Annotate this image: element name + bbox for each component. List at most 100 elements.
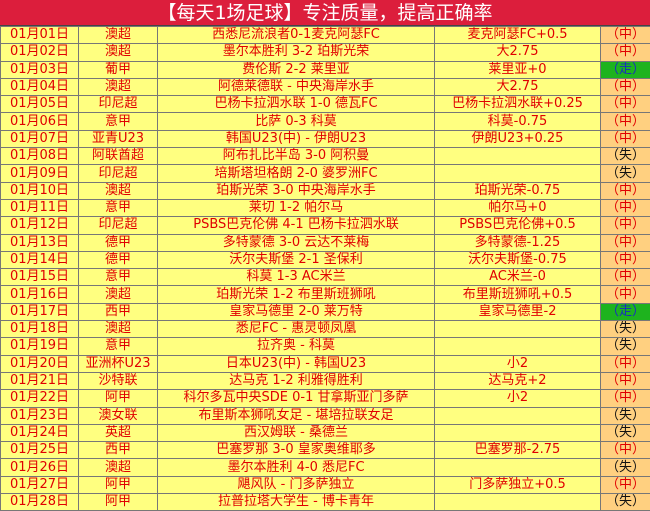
league-cell: 澳超 xyxy=(78,285,158,304)
tip-cell xyxy=(434,406,601,425)
date-cell: 01月18日 xyxy=(0,320,79,339)
tip-cell: 门多萨独立+0.5 xyxy=(434,475,601,495)
table-row: 01月02日 澳超 墨尔本胜利 3-2 珀斯光荣 大2.75 （中） xyxy=(0,43,650,62)
match-cell: 阿德莱德联 - 中央海岸水手 xyxy=(157,77,435,97)
table-row: 01月27日 阿甲 飓风队 - 门多萨独立 门多萨独立+0.5 （中） xyxy=(0,475,650,495)
tip-cell: 巴杨卡拉泗水联+0.25 xyxy=(434,95,601,114)
league-cell: 西甲 xyxy=(78,302,158,322)
table-row: 01月20日 亚洲杯U23 日本U23(中) - 韩国U23 小2 （中） xyxy=(0,354,650,373)
table-row: 01月12日 印尼超 PSBS巴克伦佛 4-1 巴杨卡拉泗水联 PSBS巴克伦佛+0.… xyxy=(0,216,650,235)
date-cell: 01月28日 xyxy=(0,493,79,511)
table-row: 01月24日 英超 西汉姆联 - 桑德兰 （失） xyxy=(0,423,650,443)
league-cell: 阿甲 xyxy=(78,389,158,408)
predictions-table: 01月01日 澳超 西悉尼流浪者0-1麦克阿瑟FC 麦克阿瑟FC+0.5 （中） 01月0… xyxy=(0,25,650,511)
league-cell: 印尼超 xyxy=(78,164,158,183)
league-cell: 印尼超 xyxy=(78,216,158,235)
tip-cell: 达马克+2 xyxy=(434,371,601,391)
match-cell: 莱切 1-2 帕尔马 xyxy=(157,198,435,218)
tip-cell xyxy=(434,337,601,356)
result-cell: （失） xyxy=(600,147,650,166)
date-cell: 01月12日 xyxy=(0,216,79,235)
league-cell: 澳女联 xyxy=(78,406,158,425)
table-row: 01月01日 澳超 西悉尼流浪者0-1麦克阿瑟FC 麦克阿瑟FC+0.5 （中） xyxy=(0,25,650,45)
date-cell: 01月10日 xyxy=(0,181,79,200)
result-cell: （中） xyxy=(600,25,650,45)
table-row: 01月08日 阿联酋超 阿布扎比半岛 3-0 阿积曼 （失） xyxy=(0,147,650,166)
table-row: 01月04日 澳超 阿德莱德联 - 中央海岸水手 大2.75 （中） xyxy=(0,77,650,97)
tip-cell: PSBS巴克伦佛+0.5 xyxy=(434,216,601,235)
result-cell: （中） xyxy=(600,354,650,373)
tip-cell: 小2 xyxy=(434,389,601,408)
match-cell: 沃尔夫斯堡 2-1 圣保利 xyxy=(157,250,435,270)
result-cell: （走） xyxy=(600,302,650,322)
date-cell: 01月15日 xyxy=(0,268,79,287)
page-title: 【每天1场足球】专注质量，提高正确率 xyxy=(0,0,650,26)
league-cell: 印尼超 xyxy=(78,95,158,114)
date-cell: 01月20日 xyxy=(0,354,79,373)
match-cell: 阿布扎比半岛 3-0 阿积曼 xyxy=(157,147,435,166)
tip-cell: 莱里亚+0 xyxy=(434,60,601,79)
match-cell: 多特蒙德 3-0 云达不莱梅 xyxy=(157,233,435,252)
date-cell: 01月21日 xyxy=(0,371,79,391)
match-cell: PSBS巴克伦佛 4-1 巴杨卡拉泗水联 xyxy=(157,216,435,235)
match-cell: 巴杨卡拉泗水联 1-0 德瓦FC xyxy=(157,95,435,114)
match-cell: 悉尼FC - 惠灵顿凤凰 xyxy=(157,320,435,339)
result-cell: （中） xyxy=(600,233,650,252)
table-row: 01月28日 阿甲 拉普拉塔大学生 - 博卡青年 （失） xyxy=(0,493,650,511)
tip-cell: 科莫-0.75 xyxy=(434,112,601,131)
date-cell: 01月17日 xyxy=(0,302,79,322)
result-cell: （中） xyxy=(600,181,650,200)
match-cell: 珀斯光荣 1-2 布里斯班狮吼 xyxy=(157,285,435,304)
tip-cell: 帕尔马+0 xyxy=(434,198,601,218)
date-cell: 01月08日 xyxy=(0,147,79,166)
result-cell: （走） xyxy=(600,60,650,79)
tip-cell: 珀斯光荣-0.75 xyxy=(434,181,601,200)
league-cell: 澳超 xyxy=(78,25,158,45)
table-row: 01月15日 意甲 科莫 1-3 AC米兰 AC米兰-0 （中） xyxy=(0,268,650,287)
tip-cell xyxy=(434,147,601,166)
table-row: 01月03日 葡甲 费伦斯 2-2 莱里亚 莱里亚+0 （走） xyxy=(0,60,650,79)
league-cell: 阿甲 xyxy=(78,493,158,511)
league-cell: 意甲 xyxy=(78,268,158,287)
match-cell: 墨尔本胜利 3-2 珀斯光荣 xyxy=(157,43,435,62)
date-cell: 01月22日 xyxy=(0,389,79,408)
match-cell: 珀斯光荣 3-0 中央海岸水手 xyxy=(157,181,435,200)
result-cell: （中） xyxy=(600,198,650,218)
match-cell: 飓风队 - 门多萨独立 xyxy=(157,475,435,495)
league-cell: 意甲 xyxy=(78,198,158,218)
league-cell: 澳超 xyxy=(78,181,158,200)
tip-cell: 伊朗U23+0.25 xyxy=(434,129,601,149)
result-cell: （中） xyxy=(600,216,650,235)
match-cell: 布里斯本狮吼女足 - 堪培拉联女足 xyxy=(157,406,435,425)
tip-cell xyxy=(434,458,601,477)
match-cell: 费伦斯 2-2 莱里亚 xyxy=(157,60,435,79)
tip-cell xyxy=(434,423,601,443)
date-cell: 01月13日 xyxy=(0,233,79,252)
match-cell: 皇家马德里 2-0 莱万特 xyxy=(157,302,435,322)
table-row: 01月18日 澳超 悉尼FC - 惠灵顿凤凰 （失） xyxy=(0,320,650,339)
league-cell: 亚青U23 xyxy=(78,129,158,149)
date-cell: 01月23日 xyxy=(0,406,79,425)
league-cell: 德甲 xyxy=(78,250,158,270)
match-cell: 培斯塔坦格朗 2-0 婆罗洲FC xyxy=(157,164,435,183)
league-cell: 亚洲杯U23 xyxy=(78,354,158,373)
result-cell: （中） xyxy=(600,285,650,304)
tip-cell: 多特蒙德-1.25 xyxy=(434,233,601,252)
match-cell: 巴塞罗那 3-0 皇家奥维耶多 xyxy=(157,441,435,460)
table-row: 01月16日 澳超 珀斯光荣 1-2 布里斯班狮吼 布里斯班狮吼+0.5 （中） xyxy=(0,285,650,304)
result-cell: （中） xyxy=(600,95,650,114)
date-cell: 01月02日 xyxy=(0,43,79,62)
table-row: 01月21日 沙特联 达马克 1-2 利雅得胜利 达马克+2 （中） xyxy=(0,371,650,391)
tip-cell xyxy=(434,493,601,511)
result-cell: （失） xyxy=(600,406,650,425)
table-row: 01月23日 澳女联 布里斯本狮吼女足 - 堪培拉联女足 （失） xyxy=(0,406,650,425)
league-cell: 德甲 xyxy=(78,233,158,252)
result-cell: （中） xyxy=(600,77,650,97)
table-row: 01月06日 意甲 比萨 0-3 科莫 科莫-0.75 （中） xyxy=(0,112,650,131)
table-row: 01月10日 澳超 珀斯光荣 3-0 中央海岸水手 珀斯光荣-0.75 （中） xyxy=(0,181,650,200)
match-cell: 达马克 1-2 利雅得胜利 xyxy=(157,371,435,391)
date-cell: 01月07日 xyxy=(0,129,79,149)
result-cell: （失） xyxy=(600,320,650,339)
tip-cell: 皇家马德里-2 xyxy=(434,302,601,322)
match-cell: 比萨 0-3 科莫 xyxy=(157,112,435,131)
